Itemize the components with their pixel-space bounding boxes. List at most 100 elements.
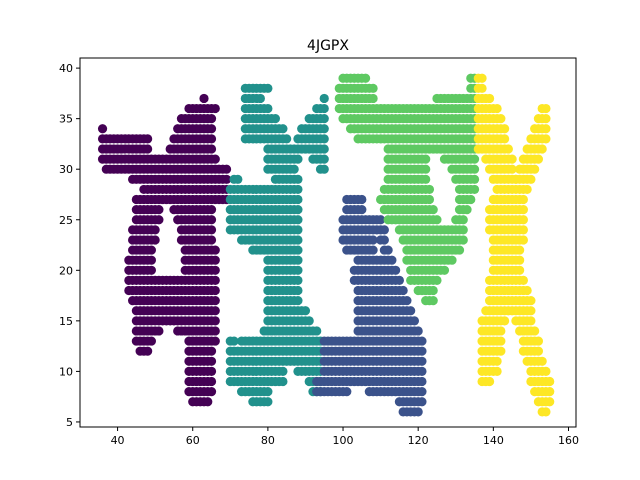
data-point <box>203 397 213 407</box>
data-point <box>368 235 378 245</box>
data-point <box>518 215 528 225</box>
data-point <box>146 336 156 346</box>
data-point <box>500 134 510 144</box>
data-point <box>210 245 220 255</box>
y-tick-label: 20 <box>59 264 73 277</box>
x-axis: 40 60 80 100 120 140 160 <box>111 427 579 447</box>
data-point <box>458 235 468 245</box>
data-point <box>424 194 435 205</box>
data-point <box>293 275 303 286</box>
data-point <box>206 376 217 387</box>
data-point <box>206 366 217 376</box>
data-point <box>293 245 303 255</box>
data-point <box>319 93 329 104</box>
data-point <box>210 103 220 114</box>
data-point <box>387 255 397 265</box>
data-point <box>255 93 265 104</box>
data-point <box>541 134 551 144</box>
data-point <box>428 205 438 215</box>
data-point <box>150 225 160 235</box>
data-point <box>391 265 401 275</box>
data-point <box>312 326 322 336</box>
data-point <box>368 83 378 93</box>
data-point <box>484 376 495 387</box>
series-2 <box>312 194 427 417</box>
x-tick-label: 60 <box>186 434 200 447</box>
data-point <box>469 164 480 174</box>
data-point <box>526 296 536 306</box>
data-point <box>300 306 311 316</box>
data-point <box>522 285 532 296</box>
data-point <box>503 144 513 154</box>
data-point <box>143 144 153 154</box>
data-point <box>518 235 528 245</box>
data-point <box>154 215 164 225</box>
data-point <box>522 184 532 195</box>
data-point <box>417 397 427 407</box>
data-point <box>526 174 536 184</box>
data-point <box>357 194 367 205</box>
data-point <box>263 103 273 114</box>
y-axis: 5 10 15 20 25 30 35 40 <box>59 62 80 429</box>
data-point <box>221 174 232 184</box>
data-point <box>206 225 217 235</box>
data-point <box>143 134 153 144</box>
data-point <box>293 194 303 205</box>
data-point <box>530 164 540 174</box>
data-point <box>293 235 303 245</box>
data-point <box>439 265 450 275</box>
x-tick-label: 140 <box>483 434 504 447</box>
data-point <box>293 215 303 225</box>
data-point <box>469 184 480 195</box>
series-0 <box>97 93 232 407</box>
x-tick-label: 100 <box>333 434 354 447</box>
data-point <box>477 83 487 93</box>
data-point <box>458 215 468 225</box>
data-point <box>263 397 273 407</box>
data-point <box>417 346 427 356</box>
data-point <box>447 255 457 265</box>
data-point <box>469 154 480 164</box>
data-point <box>293 285 303 296</box>
data-point <box>206 215 217 225</box>
data-point <box>533 336 544 346</box>
data-point <box>518 225 528 235</box>
data-point <box>458 225 468 235</box>
data-point <box>533 154 544 164</box>
data-point <box>413 326 423 336</box>
y-tick-label: 10 <box>59 365 73 378</box>
data-point <box>319 134 329 144</box>
y-tick-label: 35 <box>59 113 73 126</box>
data-point <box>210 154 220 164</box>
data-point <box>368 93 378 104</box>
data-point <box>146 265 156 275</box>
data-point <box>293 205 303 215</box>
data-point <box>206 144 217 154</box>
data-point <box>206 205 217 215</box>
data-point <box>293 255 303 265</box>
data-point <box>206 134 217 144</box>
data-point <box>428 296 438 306</box>
data-point <box>210 255 220 265</box>
data-point <box>150 235 160 245</box>
data-point <box>526 316 536 326</box>
data-point <box>210 326 220 336</box>
data-point <box>537 356 547 366</box>
data-point <box>394 275 404 286</box>
y-tick-label: 25 <box>59 214 73 227</box>
data-point <box>496 346 506 356</box>
data-point <box>515 245 525 255</box>
data-point <box>206 114 217 124</box>
data-point <box>146 255 156 265</box>
data-point <box>289 164 299 174</box>
data-point <box>319 103 329 114</box>
data-point <box>406 306 416 316</box>
data-point <box>507 164 517 174</box>
data-point <box>545 397 555 407</box>
data-point <box>541 407 551 417</box>
y-tick-label: 5 <box>66 416 73 429</box>
data-point <box>500 124 510 134</box>
data-point <box>210 306 220 316</box>
data-point <box>319 164 329 174</box>
